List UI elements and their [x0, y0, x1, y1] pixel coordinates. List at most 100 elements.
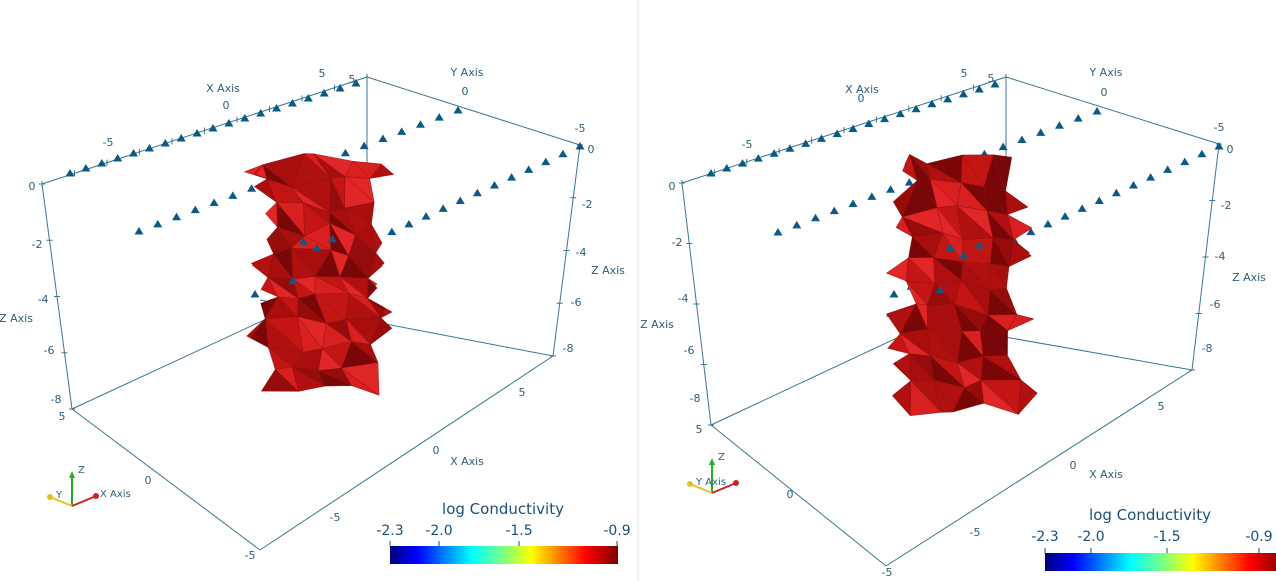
z-axis-tick-label: -6: [684, 344, 695, 357]
isosurface-facet: [260, 296, 279, 320]
electrode-marker: [340, 148, 350, 157]
electrode-marker: [1094, 196, 1104, 205]
isosurface-facet: [367, 298, 385, 319]
isosurface-facet: [885, 257, 909, 282]
conductivity-isosurface[interactable]: [885, 153, 1038, 417]
x-axis-tick-label: 0: [858, 92, 865, 105]
electrode-marker: [911, 104, 921, 113]
colorbar-tick-label: -2.0: [1077, 529, 1104, 545]
electrode-marker: [421, 212, 431, 220]
z-axis-tick-label: -2: [32, 238, 43, 251]
y-axis-top-line: [1005, 76, 1220, 145]
electrode-marker: [113, 154, 123, 162]
electrode-marker: [378, 134, 388, 142]
isosurface-facet: [1005, 190, 1029, 215]
conductivity-isosurface[interactable]: [243, 153, 395, 396]
colorbar-tick-label: -0.9: [1245, 529, 1272, 545]
electrode-marker: [943, 94, 953, 103]
electrode-marker: [541, 157, 551, 166]
orientation-x-label: X Axis: [100, 489, 131, 500]
electrode-marker: [272, 104, 282, 112]
electrode-marker: [190, 205, 200, 214]
y-axis-tick-label: -5: [575, 122, 586, 135]
electrode-marker: [224, 119, 234, 127]
y-axis-tick-label: 5: [349, 73, 356, 86]
y-axis-bottom-tick-label: 0: [787, 488, 794, 501]
x-axis-bottom-tick-label: -5: [970, 526, 981, 539]
electrode-marker: [335, 84, 345, 92]
electrode-marker: [1180, 157, 1190, 166]
electrode-marker: [397, 127, 407, 135]
isosurface-facet: [1018, 379, 1038, 415]
colorbar-tick-label: -1.5: [505, 523, 532, 539]
y-axis-bottom-tick-label: 5: [59, 410, 66, 423]
isosurface-facet: [370, 317, 393, 346]
electrode-marker: [1214, 142, 1224, 150]
y-axis-title: Y Axis: [449, 66, 483, 79]
colorbar-tick-label: -2.0: [425, 523, 452, 539]
electrode-marker: [240, 114, 250, 122]
electrode-marker: [1017, 135, 1027, 143]
electrode-marker: [434, 113, 444, 121]
x-axis-bottom-line: [259, 355, 554, 551]
electrode-marker: [160, 139, 170, 147]
electrode-marker: [575, 142, 585, 150]
z-axis-tick-label: -4: [1215, 250, 1226, 263]
z-axis-tick-label: -8: [51, 393, 62, 406]
z-axis-tick-label: -2: [1221, 199, 1232, 212]
electrode-marker: [250, 290, 260, 298]
render-view-left[interactable]: -5 0 5 X Axis Y Axis 0 -5 5 0 -2 -4 -6 -8 0 -2 -4 -6 -8 Z …: [0, 0, 637, 581]
electrode-marker: [192, 129, 202, 137]
isosurface-facet: [952, 387, 985, 413]
isosurface-facet: [895, 216, 913, 238]
y-axis-arrow: [49, 496, 73, 507]
render-view-right[interactable]: -5 0 5 X Axis Y Axis 0 -5 5 0 -2 -4 -6 -8 0 -2 -4 -6 -8 Z …: [639, 0, 1276, 581]
y-arrow-head: [47, 494, 53, 500]
orientation-y-label: Y: [55, 490, 63, 501]
electrode-marker: [792, 220, 802, 229]
x-axis-arrow: [71, 495, 97, 507]
electrode-marker: [927, 99, 937, 108]
electrode-marker: [864, 119, 874, 128]
electrode-marker: [706, 169, 716, 177]
electrode-marker: [144, 144, 154, 152]
y-axis-tick-label: 0: [1101, 86, 1108, 99]
electrode-marker: [1073, 114, 1083, 122]
z-axis-tick-label: -6: [44, 344, 55, 357]
isosurface-facet: [894, 353, 912, 382]
z-axis-tick-label: 0: [588, 143, 595, 156]
electrode-marker: [153, 219, 163, 228]
z-arrow-head: [709, 458, 715, 465]
electrode-marker: [288, 276, 298, 285]
isosurface-facet: [904, 153, 918, 181]
z-axis-tick-label: -8: [690, 392, 701, 405]
x-axis-tick-label: 5: [319, 67, 326, 80]
isosurface-facet: [371, 223, 383, 254]
z-axis-tick-label: -2: [672, 236, 683, 249]
electrode-marker: [351, 79, 361, 87]
y-axis-bottom-tick-label: -5: [245, 549, 256, 562]
x-axis-bottom-tick-label: 0: [1070, 459, 1077, 472]
isosurface-facet: [250, 253, 274, 278]
isosurface-facet: [341, 367, 380, 396]
grid-left-line: [710, 329, 915, 426]
z-axis-tick-label: -4: [678, 292, 689, 305]
x-axis-bottom-tick-label: 5: [519, 386, 526, 399]
electrode-marker: [773, 228, 783, 236]
color-legend: log Conductivity -2.3 -2.0 -1.5 -0.9: [1031, 506, 1276, 571]
orientation-axes-widget: Z Y Axis: [687, 452, 739, 494]
electrode-marker: [832, 129, 842, 137]
electrode-marker: [1026, 227, 1036, 236]
z-arrow-head: [69, 471, 75, 478]
x-arrow-head: [93, 493, 99, 499]
electrode-marker: [97, 159, 107, 167]
z-axis-tick-label: -6: [571, 296, 582, 309]
x-axis-title: X Axis: [845, 83, 879, 96]
isosurface-facet: [253, 178, 278, 203]
electrode-marker: [415, 120, 425, 128]
electrode-marker: [247, 184, 257, 192]
z-axis-tick-label: -6: [1210, 298, 1221, 311]
electrode-marker: [974, 241, 984, 249]
